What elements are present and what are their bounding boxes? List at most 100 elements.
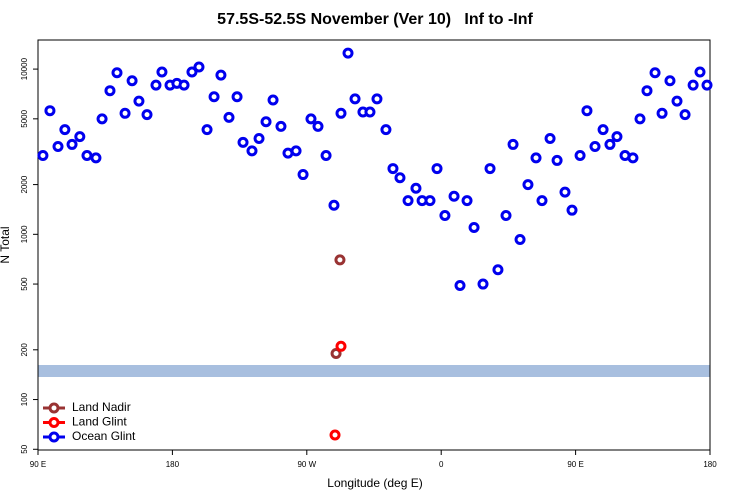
data-point (514, 234, 526, 246)
data-point (439, 209, 451, 221)
data-point (59, 124, 71, 136)
data-point (627, 152, 639, 164)
data-point (328, 199, 340, 211)
data-point (611, 131, 623, 143)
data-point (290, 145, 302, 157)
y-tick-label: 50 (20, 444, 29, 453)
data-point (329, 429, 341, 441)
x-tick-label: 90 E (567, 460, 583, 469)
data-point (320, 149, 332, 161)
data-point (530, 152, 542, 164)
y-tick-label: 200 (20, 343, 29, 357)
data-point (330, 347, 342, 359)
data-point (267, 94, 279, 106)
data-point (597, 124, 609, 136)
data-point (394, 172, 406, 184)
y-tick-label: 1000 (20, 225, 29, 243)
data-point (104, 85, 116, 97)
data-point (500, 209, 512, 221)
data-point (402, 195, 414, 207)
data-point (52, 141, 64, 153)
data-point (126, 75, 138, 87)
data-point (335, 107, 347, 119)
y-axis-label: N Total (0, 226, 12, 263)
y-tick-label: 2000 (20, 175, 29, 193)
data-point (364, 106, 376, 118)
data-point (223, 111, 235, 123)
data-point (111, 67, 123, 79)
data-point (66, 138, 78, 150)
data-point (424, 195, 436, 207)
data-point (141, 109, 153, 121)
data-point (649, 67, 661, 79)
data-point (507, 138, 519, 150)
y-tick-label: 500 (20, 277, 29, 291)
data-point (484, 163, 496, 175)
data-point (246, 145, 258, 157)
legend-marker (48, 417, 60, 428)
data-point (387, 163, 399, 175)
chart-title: 57.5S-52.5S November (Ver 10) Inf to -In… (217, 11, 533, 28)
data-point (522, 179, 534, 191)
data-point (260, 116, 272, 128)
y-tick-label: 5000 (20, 109, 29, 127)
x-tick-label: 0 (439, 460, 444, 469)
data-point (687, 79, 699, 91)
data-point (297, 169, 309, 181)
data-point (231, 91, 243, 103)
data-point (305, 113, 317, 125)
data-point (448, 190, 460, 202)
data-point (566, 204, 578, 216)
data-point (536, 195, 548, 207)
y-tick-label: 10000 (20, 57, 29, 80)
data-point (574, 149, 586, 161)
legend-label: Land Nadir (72, 400, 131, 414)
data-point (312, 120, 324, 132)
data-point (133, 95, 145, 107)
data-point (342, 47, 354, 59)
data-point (380, 124, 392, 136)
data-point (671, 95, 683, 107)
data-point (634, 113, 646, 125)
legend-marker (48, 431, 60, 443)
data-point (150, 79, 162, 91)
land-band (38, 365, 710, 377)
data-point (334, 254, 346, 266)
data-point (701, 79, 713, 91)
data-point (664, 75, 676, 87)
data-point (641, 85, 653, 97)
x-axis-label: Longitude (deg E) (327, 476, 422, 490)
data-point (201, 124, 213, 136)
data-point (477, 278, 489, 290)
data-point (679, 109, 691, 121)
legend-label: Ocean Glint (72, 429, 136, 443)
data-point (604, 138, 616, 150)
data-point (589, 141, 601, 153)
data-point (96, 113, 108, 125)
data-point (468, 221, 480, 233)
legend-marker (48, 402, 60, 414)
data-point (237, 136, 249, 148)
data-point (37, 149, 49, 161)
y-tick-label: 100 (20, 392, 29, 406)
data-point (186, 66, 198, 78)
data-point (581, 105, 593, 117)
data-point (559, 186, 571, 198)
data-point (90, 152, 102, 164)
x-tick-label: 180 (703, 460, 717, 469)
data-point (410, 182, 422, 194)
data-point (431, 163, 443, 175)
data-point (492, 264, 504, 276)
data-point (371, 93, 383, 105)
data-point (454, 280, 466, 292)
data-point (119, 107, 131, 119)
data-point (81, 149, 93, 161)
data-point (193, 61, 205, 73)
data-point (335, 340, 347, 352)
x-tick-label: 90 W (297, 460, 316, 469)
data-point (74, 131, 86, 143)
plot-frame (37, 39, 711, 451)
data-point (208, 91, 220, 103)
legend-label: Land Glint (72, 415, 127, 429)
